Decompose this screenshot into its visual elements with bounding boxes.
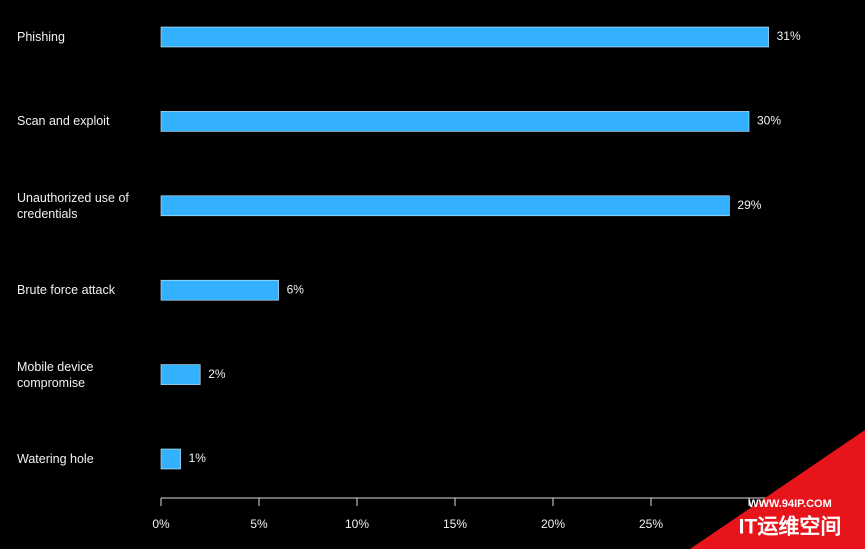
x-tick-label: 25% bbox=[639, 517, 663, 531]
x-tick-label: 20% bbox=[541, 517, 565, 531]
category-label: Watering hole bbox=[17, 452, 94, 466]
watermark-name: IT运维空间 bbox=[739, 515, 842, 539]
value-label: 30% bbox=[757, 114, 781, 128]
category-label-box: Phishing bbox=[17, 30, 65, 44]
value-label: 2% bbox=[208, 367, 226, 381]
bar bbox=[160, 364, 201, 385]
category-label-box: Unauthorized use of credentials bbox=[17, 190, 129, 221]
bar bbox=[160, 195, 730, 217]
value-label: 29% bbox=[737, 198, 761, 212]
x-tick-label: 10% bbox=[345, 517, 369, 531]
x-tick-label: 15% bbox=[443, 517, 467, 531]
bar bbox=[160, 111, 750, 132]
value-label: 6% bbox=[287, 282, 305, 296]
category-label-box: Brute force attack bbox=[17, 283, 115, 298]
category-label: Unauthorized use of credentials bbox=[17, 190, 129, 221]
watermark: WWW.94IP.COM IT运维空间 bbox=[690, 430, 865, 549]
bar bbox=[160, 279, 279, 301]
category-label-box: Watering hole bbox=[17, 452, 94, 466]
x-tick-label: 0% bbox=[152, 517, 170, 531]
watermark-url: WWW.94IP.COM bbox=[748, 498, 832, 510]
category-label-box: Scan and exploit bbox=[17, 114, 110, 129]
watermark-badge bbox=[690, 430, 865, 549]
category-label: Scan and exploit bbox=[17, 114, 110, 129]
value-label: 31% bbox=[777, 29, 801, 43]
category-label: Phishing bbox=[17, 30, 65, 44]
category-label: Mobile device compromise bbox=[17, 359, 94, 390]
bar bbox=[160, 448, 181, 470]
category-label: Brute force attack bbox=[17, 283, 115, 298]
x-tick-label: 5% bbox=[250, 517, 268, 531]
value-label: 1% bbox=[189, 451, 207, 465]
category-label-box: Mobile device compromise bbox=[17, 359, 94, 390]
bar bbox=[160, 26, 769, 48]
